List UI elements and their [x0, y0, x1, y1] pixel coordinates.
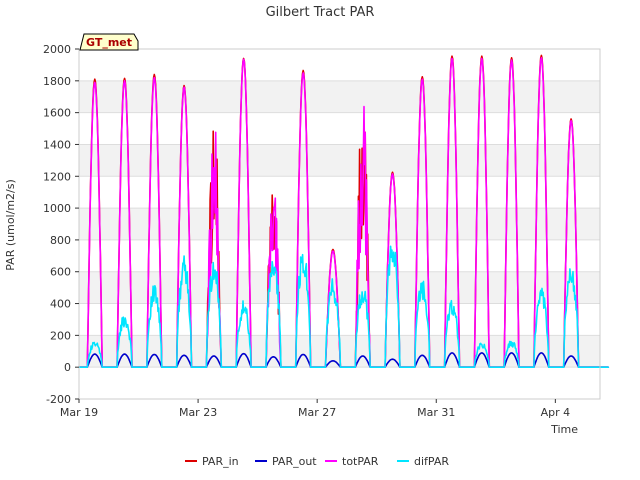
- legend-label-difPAR: difPAR: [414, 455, 449, 468]
- x-tick-label: Mar 23: [179, 406, 217, 419]
- site-label-background: [79, 33, 139, 51]
- site-label: GT_met: [86, 36, 132, 49]
- legend-label-PAR_in: PAR_in: [202, 455, 239, 468]
- legend: PAR_in PAR_out totPAR difPAR: [185, 455, 449, 468]
- y-tick-label: 2000: [43, 43, 71, 56]
- y-tick-label: 1800: [43, 75, 71, 88]
- plot-frame: [78, 48, 601, 400]
- y-tick-label: 1400: [43, 138, 71, 151]
- x-axis-label: Time: [550, 423, 578, 436]
- x-tick-label: Mar 19: [60, 406, 98, 419]
- legend-label-totPAR: totPAR: [342, 455, 379, 468]
- x-tick-label: Apr 4: [541, 406, 571, 419]
- y-tick-label: 1600: [43, 107, 71, 120]
- y-axis-ticks: -200 0 200 400 600 800 1000 1200 1400 1600 1800 200…: [43, 43, 79, 406]
- x-axis-ticks: Mar 19 Mar 23 Mar 27 Mar 31 Apr 4: [60, 399, 570, 419]
- plot-band: [79, 208, 600, 240]
- x-tick-label: Mar 27: [298, 406, 336, 419]
- y-tick-label: 400: [50, 298, 71, 311]
- legend-label-PAR_out: PAR_out: [272, 455, 317, 468]
- y-axis-label: PAR (umol/m2/s): [4, 179, 17, 271]
- y-tick-label: 800: [50, 234, 71, 247]
- y-tick-label: 600: [50, 266, 71, 279]
- plot-band: [79, 271, 600, 304]
- chart-title: Gilbert Tract PAR: [266, 5, 375, 20]
- y-tick-label: 1200: [43, 170, 71, 183]
- y-tick-label: 0: [64, 361, 71, 374]
- y-tick-label: 1000: [43, 202, 71, 215]
- y-tick-label: -200: [46, 393, 71, 406]
- x-tick-label: Mar 31: [417, 406, 455, 419]
- plot-band: [79, 144, 600, 177]
- site-label-box: GT_met: [79, 33, 139, 51]
- y-tick-label: 200: [50, 329, 71, 342]
- series-line-difPAR: [79, 245, 610, 368]
- series-layer: [79, 54, 610, 368]
